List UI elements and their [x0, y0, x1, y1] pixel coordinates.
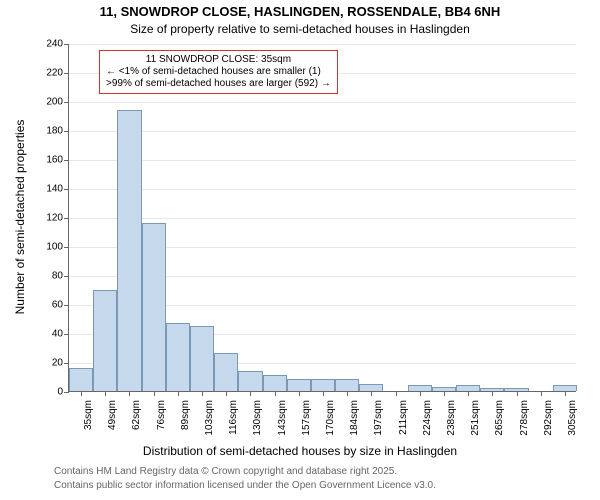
xtick-mark [226, 391, 227, 396]
xtick-mark [275, 391, 276, 396]
footer-line-2: Contains public sector information licen… [54, 480, 436, 491]
ytick-label: 160 [33, 155, 63, 166]
callout-line: ← <1% of semi-detached houses are smalle… [106, 66, 331, 78]
xtick-label: 49sqm [107, 400, 118, 450]
xtick-label: 211sqm [398, 400, 409, 450]
ytick-mark [64, 276, 69, 277]
histogram-bar [214, 353, 238, 391]
histogram-bar [190, 326, 214, 391]
ytick-label: 120 [33, 213, 63, 224]
xtick-label: 224sqm [422, 400, 433, 450]
plot-area: 02040608010012014016018020022024035sqm49… [68, 44, 576, 392]
histogram-bar [166, 323, 190, 391]
histogram-bar [263, 375, 287, 391]
histogram-bar [335, 379, 359, 391]
ytick-mark [64, 363, 69, 364]
xtick-mark [517, 391, 518, 396]
xtick-label: 62sqm [131, 400, 142, 450]
xtick-mark [420, 391, 421, 396]
xtick-mark [81, 391, 82, 396]
xtick-mark [541, 391, 542, 396]
xtick-mark [299, 391, 300, 396]
callout-box: 11 SNOWDROP CLOSE: 35sqm← <1% of semi-de… [99, 50, 338, 94]
xtick-label: 103sqm [204, 400, 215, 450]
ytick-label: 220 [33, 68, 63, 79]
ytick-label: 100 [33, 242, 63, 253]
xtick-label: 130sqm [252, 400, 263, 450]
ytick-mark [64, 189, 69, 190]
xtick-mark [129, 391, 130, 396]
histogram-bar [238, 371, 262, 391]
xtick-mark [154, 391, 155, 396]
ytick-mark [64, 73, 69, 74]
xtick-mark [323, 391, 324, 396]
xtick-label: 278sqm [519, 400, 530, 450]
xtick-label: 305sqm [567, 400, 578, 450]
callout-line: >99% of semi-detached houses are larger … [106, 78, 331, 90]
ytick-label: 240 [33, 39, 63, 50]
xtick-label: 116sqm [228, 400, 239, 450]
xtick-label: 292sqm [543, 400, 554, 450]
gridline [69, 189, 576, 190]
xtick-label: 251sqm [470, 400, 481, 450]
footer-line-1: Contains HM Land Registry data © Crown c… [54, 466, 397, 477]
xtick-mark [444, 391, 445, 396]
ytick-mark [64, 44, 69, 45]
ytick-label: 0 [33, 387, 63, 398]
xtick-mark [371, 391, 372, 396]
ytick-mark [64, 131, 69, 132]
ytick-mark [64, 247, 69, 248]
xtick-label: 265sqm [494, 400, 505, 450]
ytick-label: 60 [33, 300, 63, 311]
xtick-mark [250, 391, 251, 396]
xtick-mark [105, 391, 106, 396]
x-axis-label: Distribution of semi-detached houses by … [0, 444, 600, 458]
histogram-bar [142, 223, 166, 391]
ytick-label: 180 [33, 126, 63, 137]
histogram-bar [359, 384, 383, 391]
ytick-mark [64, 334, 69, 335]
ytick-mark [64, 218, 69, 219]
chart-container: 11, SNOWDROP CLOSE, HASLINGDEN, ROSSENDA… [0, 0, 600, 500]
xtick-label: 89sqm [180, 400, 191, 450]
xtick-label: 170sqm [325, 400, 336, 450]
chart-subtitle: Size of property relative to semi-detach… [0, 22, 600, 36]
ytick-mark [64, 102, 69, 103]
ytick-label: 140 [33, 184, 63, 195]
histogram-bar [117, 110, 141, 391]
xtick-mark [202, 391, 203, 396]
xtick-label: 143sqm [277, 400, 288, 450]
xtick-mark [178, 391, 179, 396]
xtick-mark [347, 391, 348, 396]
histogram-bar [69, 368, 93, 391]
gridline [69, 102, 576, 103]
gridline [69, 131, 576, 132]
xtick-label: 35sqm [83, 400, 94, 450]
ytick-label: 20 [33, 358, 63, 369]
xtick-mark [492, 391, 493, 396]
ytick-mark [64, 160, 69, 161]
xtick-label: 184sqm [349, 400, 360, 450]
xtick-label: 76sqm [156, 400, 167, 450]
gridline [69, 218, 576, 219]
ytick-label: 200 [33, 97, 63, 108]
ytick-mark [64, 392, 69, 393]
xtick-mark [396, 391, 397, 396]
xtick-mark [468, 391, 469, 396]
histogram-bar [93, 290, 117, 392]
ytick-label: 80 [33, 271, 63, 282]
chart-title: 11, SNOWDROP CLOSE, HASLINGDEN, ROSSENDA… [0, 4, 600, 19]
ytick-mark [64, 305, 69, 306]
xtick-label: 197sqm [373, 400, 384, 450]
ytick-label: 40 [33, 329, 63, 340]
gridline [69, 160, 576, 161]
callout-line: 11 SNOWDROP CLOSE: 35sqm [106, 54, 331, 66]
y-axis-label: Number of semi-detached properties [13, 67, 27, 367]
gridline [69, 44, 576, 45]
xtick-mark [565, 391, 566, 396]
xtick-label: 238sqm [446, 400, 457, 450]
histogram-bar [287, 379, 311, 391]
histogram-bar [311, 379, 335, 391]
xtick-label: 157sqm [301, 400, 312, 450]
